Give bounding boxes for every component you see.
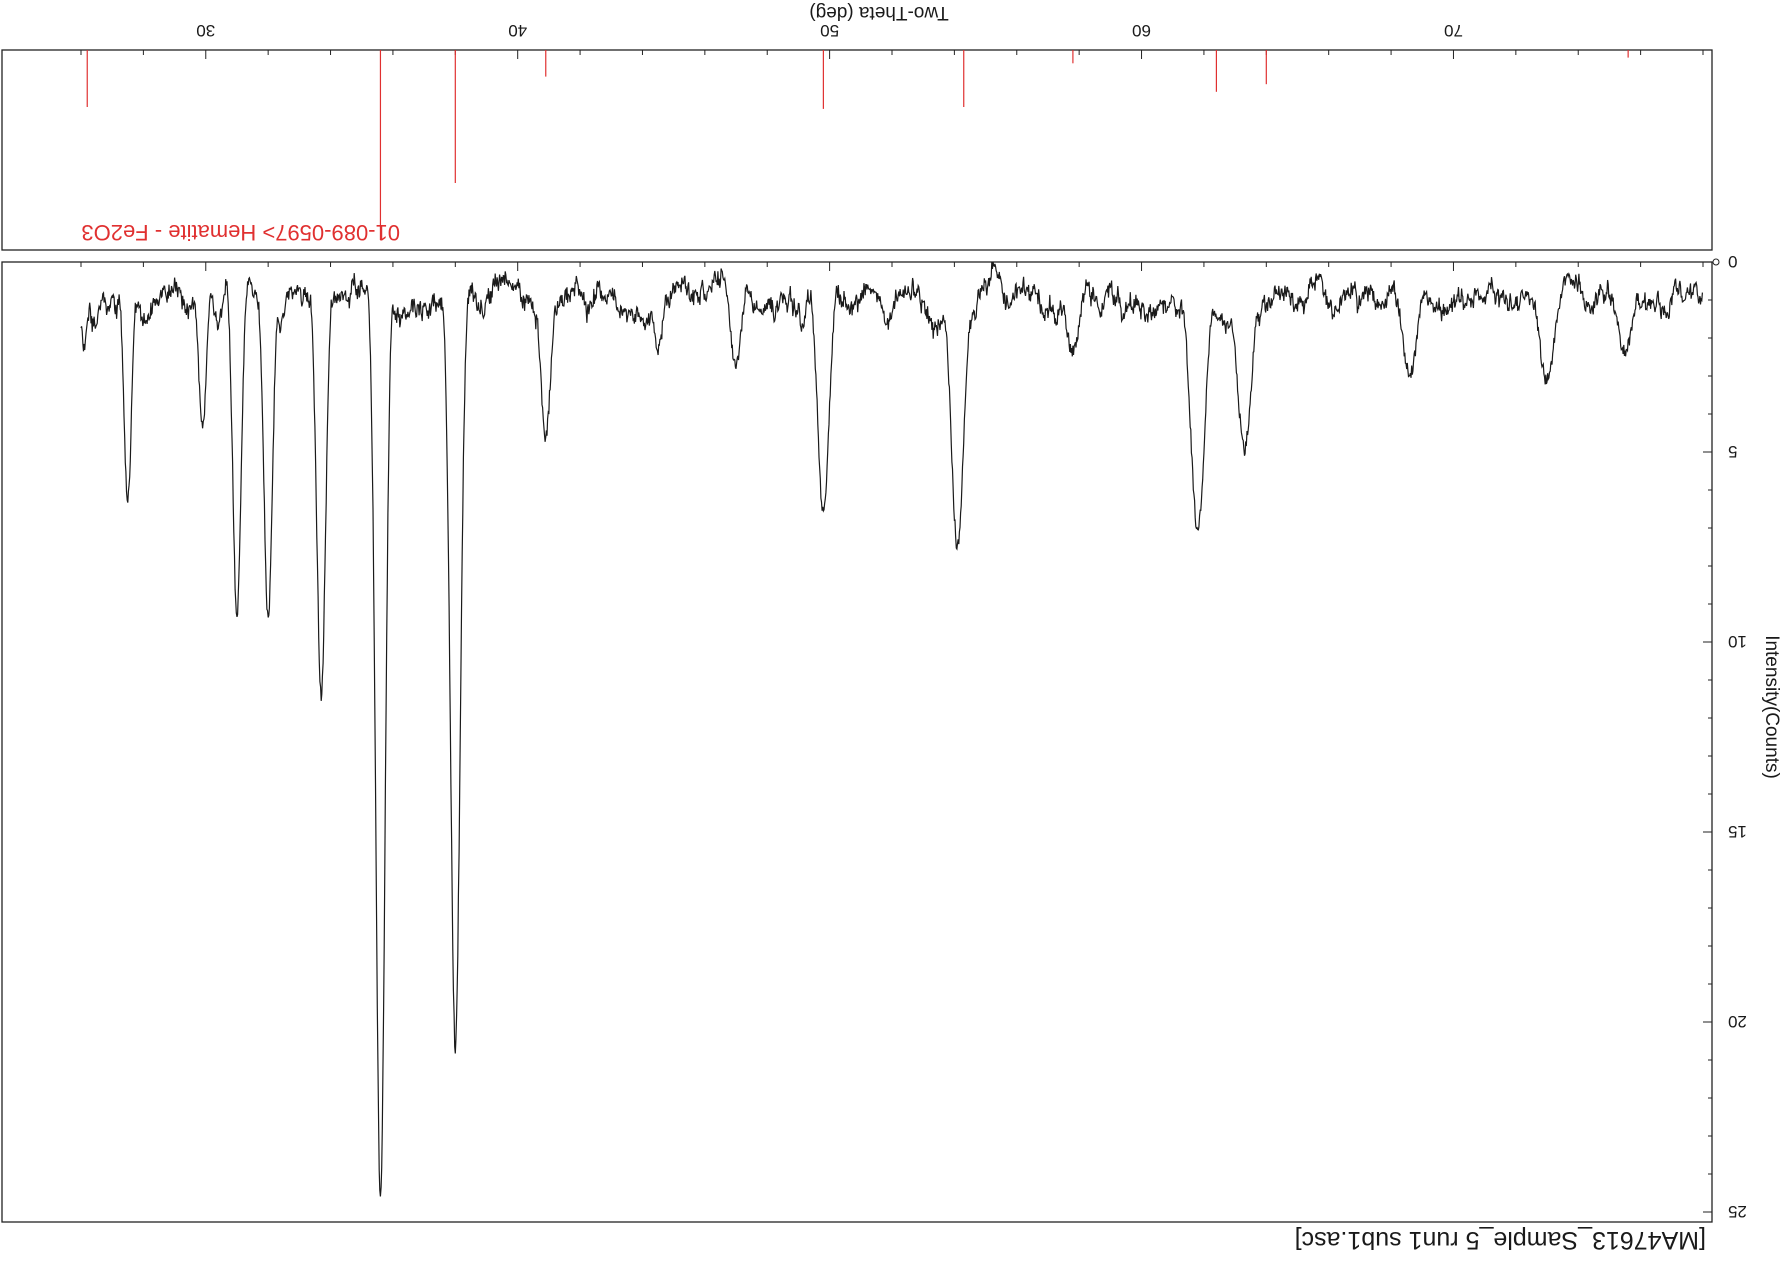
x-tick-label: 50 (820, 21, 839, 40)
y-tick-label: 20 (1728, 1012, 1747, 1031)
y-tick-label: 0 (1728, 252, 1737, 271)
y-tick-label: 5 (1728, 442, 1737, 461)
x-tick-label: 60 (1132, 21, 1151, 40)
y-tick-label: 25 (1728, 1202, 1747, 1221)
zero-marker (1712, 258, 1720, 266)
diffraction-pattern-line (80, 261, 1703, 1197)
reference-panel-frame (1, 49, 1713, 251)
chart-title: [MA47613_Sample_5 run1 sub1.asc] (1295, 1226, 1706, 1254)
x-axis-title: Two-Theta (deg) (809, 2, 948, 23)
x-tick-label: 70 (1444, 21, 1463, 40)
x-tick-label: 30 (196, 21, 215, 40)
y-tick-label: 15 (1728, 822, 1747, 841)
y-tick-label: 10 (1728, 632, 1747, 651)
x-tick-label: 40 (508, 21, 527, 40)
reference-pattern-label: 01-089-0597> Hematite - Fe2O3 (81, 220, 400, 245)
main-plot-frame (1, 261, 1713, 1223)
y-axis-title: Intensity(Counts) (1761, 635, 1782, 779)
